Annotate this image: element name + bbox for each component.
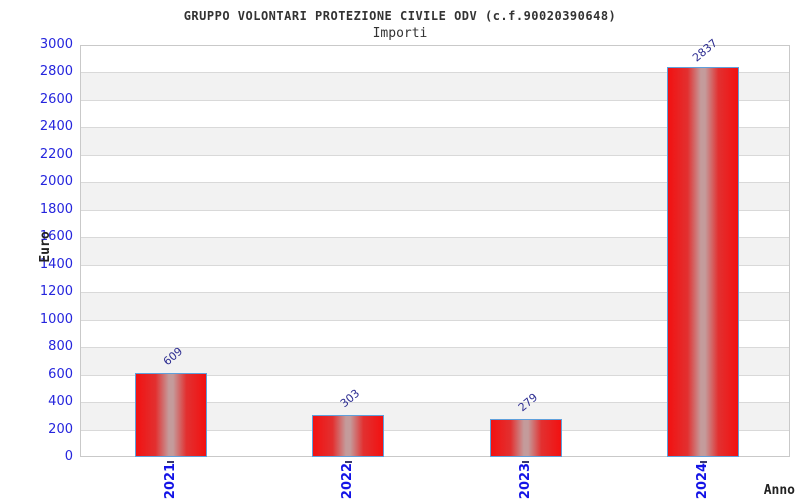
y-tick-label: 1800 bbox=[39, 201, 73, 217]
x-tick-label: 2023 bbox=[517, 462, 533, 500]
y-tick-label: 200 bbox=[48, 421, 73, 437]
y-tick-label: 1400 bbox=[39, 256, 73, 272]
y-tick-label: 1000 bbox=[39, 311, 73, 327]
x-tick-label: 2021 bbox=[162, 462, 178, 500]
gridline bbox=[81, 72, 789, 74]
x-tick bbox=[522, 461, 530, 463]
y-tick-label: 2400 bbox=[39, 119, 73, 135]
gridline bbox=[81, 237, 789, 239]
y-tick-label: 1600 bbox=[39, 229, 73, 245]
gridline bbox=[81, 319, 789, 321]
bar-2023 bbox=[489, 418, 562, 457]
bar-2024 bbox=[667, 67, 740, 457]
x-tick bbox=[344, 461, 352, 463]
x-tick bbox=[699, 461, 707, 463]
y-tick-label: 2600 bbox=[39, 91, 73, 107]
chart-subtitle: Importi bbox=[372, 26, 428, 41]
y-tick-label: 400 bbox=[48, 394, 73, 410]
x-tick-label: 2022 bbox=[340, 462, 356, 500]
bar-2022 bbox=[312, 415, 385, 457]
x-tick-label: 2024 bbox=[695, 462, 711, 500]
gridline bbox=[81, 347, 789, 349]
bar-2021 bbox=[134, 373, 207, 457]
gridline bbox=[81, 374, 789, 376]
x-axis-title: Anno bbox=[763, 483, 795, 498]
gridline bbox=[81, 127, 789, 129]
y-tick-label: 1200 bbox=[39, 284, 73, 300]
chart-title: GRUPPO VOLONTARI PROTEZIONE CIVILE ODV (… bbox=[183, 9, 617, 23]
gridline bbox=[81, 429, 789, 431]
y-tick-label: 2000 bbox=[39, 174, 73, 190]
y-tick-label: 800 bbox=[48, 339, 73, 355]
gridline bbox=[81, 209, 789, 211]
y-axis-title: Euro bbox=[38, 231, 53, 263]
gridline bbox=[81, 402, 789, 404]
y-tick-label: 2800 bbox=[39, 64, 73, 80]
gridline bbox=[81, 264, 789, 266]
y-tick-label: 600 bbox=[48, 366, 73, 382]
gridline bbox=[81, 182, 789, 184]
gridline bbox=[81, 292, 789, 294]
y-tick-label: 3000 bbox=[39, 37, 73, 52]
x-tick bbox=[167, 461, 175, 463]
gridline bbox=[81, 99, 789, 101]
gridline bbox=[81, 154, 789, 156]
y-tick-label: 0 bbox=[64, 449, 73, 464]
y-tick-label: 2200 bbox=[39, 146, 73, 162]
